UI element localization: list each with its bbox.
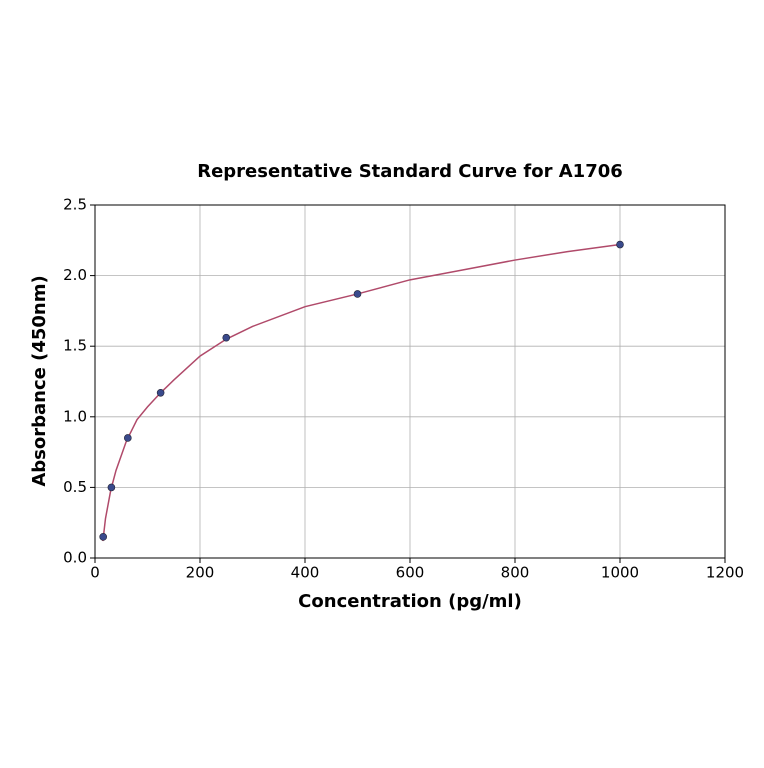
x-axis-label: Concentration (pg/ml) — [298, 591, 522, 612]
x-tick-label: 1000 — [601, 564, 639, 582]
x-tick-label: 400 — [291, 564, 320, 582]
y-tick-label: 1.0 — [63, 407, 87, 425]
x-tick-label: 800 — [501, 564, 530, 582]
y-tick-label: 2.0 — [63, 266, 87, 284]
data-point — [616, 240, 624, 249]
y-axis-label: Absorbance (450nm) — [29, 275, 50, 486]
data-point — [353, 290, 362, 298]
x-tick-label: 0 — [90, 564, 100, 582]
data-point — [99, 533, 107, 541]
plot-frame — [94, 204, 726, 559]
chart-title: Representative Standard Curve for A1706 — [197, 161, 623, 182]
data-point — [156, 388, 165, 397]
x-tick-label: 600 — [396, 564, 425, 582]
x-tick-label: 200 — [186, 564, 215, 582]
data-point — [222, 333, 231, 342]
y-tick-label: 0.0 — [63, 549, 87, 567]
data-point — [107, 483, 116, 492]
y-tick-label: 1.5 — [63, 337, 87, 355]
data-point — [124, 434, 132, 442]
y-tick-label: 2.5 — [63, 196, 87, 214]
x-tick-label: 1200 — [706, 564, 744, 582]
fit-curve — [102, 243, 621, 542]
y-tick-label: 0.5 — [63, 478, 87, 496]
